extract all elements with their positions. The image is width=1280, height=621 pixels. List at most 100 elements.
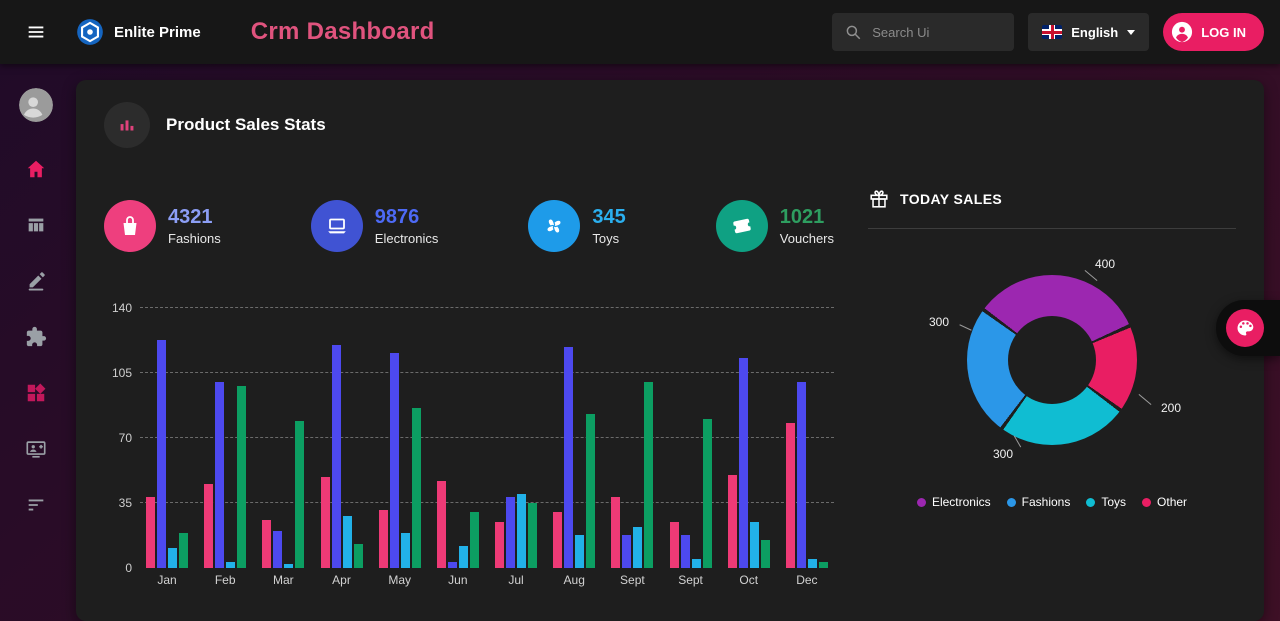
brand[interactable]: Enlite Prime [76, 18, 201, 46]
language-selector[interactable]: English [1028, 13, 1150, 51]
navbar: Enlite Prime Crm Dashboard English LOG I… [0, 0, 1280, 64]
bar-electronics [622, 534, 632, 568]
sidebar-item-plugins[interactable] [15, 316, 57, 358]
search-input[interactable] [870, 23, 1003, 41]
bar-group-jan-0: Jan [146, 308, 188, 587]
legend-label: Fashions [1021, 495, 1071, 509]
hamburger-icon [25, 21, 47, 43]
card-title: Product Sales Stats [166, 115, 326, 134]
user-icon [1171, 21, 1193, 43]
bar-toys [226, 562, 236, 568]
stat-toys: 345 Toys [528, 200, 626, 252]
sidebar-item-menu-levels[interactable] [15, 484, 57, 526]
sidebar-item-tables[interactable] [15, 204, 57, 246]
bar-electronics [447, 562, 457, 568]
sidebar-item-forms[interactable] [15, 260, 57, 302]
stat-label: Toys [592, 231, 620, 246]
bar-electronics [389, 352, 399, 568]
bar-group-jul-6: Jul [495, 308, 538, 587]
fan-icon [528, 200, 581, 252]
stat-electronics: 9876 Electronics [310, 200, 439, 252]
legend-dot [1006, 497, 1016, 507]
bar-vouchers [411, 408, 421, 568]
menu-toggle-button[interactable] [16, 12, 56, 52]
donut-label-other: 200 [1160, 401, 1181, 415]
bar-fashions [553, 512, 563, 568]
bar-fashions [785, 423, 795, 568]
sidebar-item-home[interactable] [15, 148, 57, 190]
theme-fab-circle [1226, 309, 1264, 347]
avatar[interactable] [19, 88, 53, 122]
sidebar-item-widgets[interactable] [15, 372, 57, 414]
palette-icon [1235, 318, 1255, 338]
app-shell: Product Sales Stats 4321 Fashions [0, 64, 1280, 621]
donut-hole [1008, 316, 1096, 404]
donut-label-line [1138, 393, 1152, 406]
legend-item-fashions[interactable]: Fashions [1006, 495, 1071, 509]
y-tick-label: 35 [118, 496, 132, 510]
card-header: Product Sales Stats [104, 102, 1236, 148]
bar-toys [633, 527, 643, 568]
bar-fashions [204, 484, 214, 568]
bar-fashions [262, 519, 272, 568]
sidebar-item-pages[interactable] [15, 428, 57, 470]
legend-dot [1086, 497, 1096, 507]
bar-vouchers [237, 386, 247, 568]
stat-label: Fashions [168, 231, 221, 246]
table-columns-icon [25, 214, 47, 236]
gridline [140, 307, 834, 308]
main-content: Product Sales Stats 4321 Fashions [72, 64, 1280, 621]
bar-group-oct-10: Oct [727, 308, 770, 587]
bag-icon [104, 200, 156, 252]
bar-fashions [378, 510, 388, 568]
legend-dot [1142, 497, 1152, 507]
bar-fashions [146, 497, 155, 568]
bar-electronics [796, 382, 806, 568]
bar-group-may-4: May [378, 308, 421, 587]
search-box[interactable] [832, 13, 1015, 51]
brand-name: Enlite Prime [114, 23, 201, 41]
stat-label: Electronics [374, 231, 439, 246]
bar-group-sept-9: Sept [669, 308, 712, 587]
ticket-icon [715, 200, 768, 252]
today-sales-header: TODAY SALES [868, 188, 1236, 210]
navbar-actions: English LOG IN [832, 13, 1264, 51]
stat-value: 9876 [374, 206, 420, 228]
bar-vouchers [528, 503, 538, 568]
bar-electronics [564, 347, 574, 568]
logo-icon [76, 18, 104, 46]
donut-label-electronics: 400 [1095, 257, 1116, 271]
donut-label-line [959, 324, 972, 331]
legend-item-other[interactable]: Other [1142, 495, 1187, 509]
login-label: LOG IN [1201, 24, 1246, 40]
home-icon [25, 158, 47, 180]
theme-settings-button[interactable] [1216, 300, 1280, 356]
legend-item-toys[interactable]: Toys [1086, 495, 1126, 509]
bar-fashions [495, 521, 505, 568]
bar-electronics [273, 530, 283, 568]
stat-value: 345 [592, 206, 626, 228]
bar-fashions [669, 521, 679, 568]
bar-vouchers [702, 419, 712, 568]
bar-toys [691, 558, 701, 568]
bar-electronics [680, 534, 690, 568]
today-sales-title: TODAY SALES [900, 191, 1003, 207]
login-button[interactable]: LOG IN [1163, 13, 1264, 51]
bar-chart-y-axis: 0 35 70 105 140 [104, 301, 140, 575]
bar-fashions [436, 480, 446, 568]
sidebar-nav [15, 148, 57, 526]
legend-label: Other [1157, 495, 1188, 509]
legend-item-electronics[interactable]: Electronics [916, 495, 991, 509]
x-tick-label: Sept [678, 573, 703, 587]
bar-vouchers [586, 413, 596, 568]
bar-group-dec-11: Dec [785, 308, 828, 587]
y-tick-label: 0 [125, 561, 132, 575]
bar-groups: Jan Feb Mar Apr May Jun Jul Aug Sept Sept Oct Dec [140, 308, 834, 587]
stat-value: 1021 [779, 206, 825, 228]
bar-group-sept-8: Sept [611, 308, 654, 587]
laptop-icon [310, 200, 363, 252]
bar-electronics [157, 339, 166, 568]
bar-toys [575, 534, 585, 568]
today-sales-panel: TODAY SALES 400 200 300 300 [868, 148, 1236, 568]
uk-flag-icon [1042, 25, 1063, 39]
